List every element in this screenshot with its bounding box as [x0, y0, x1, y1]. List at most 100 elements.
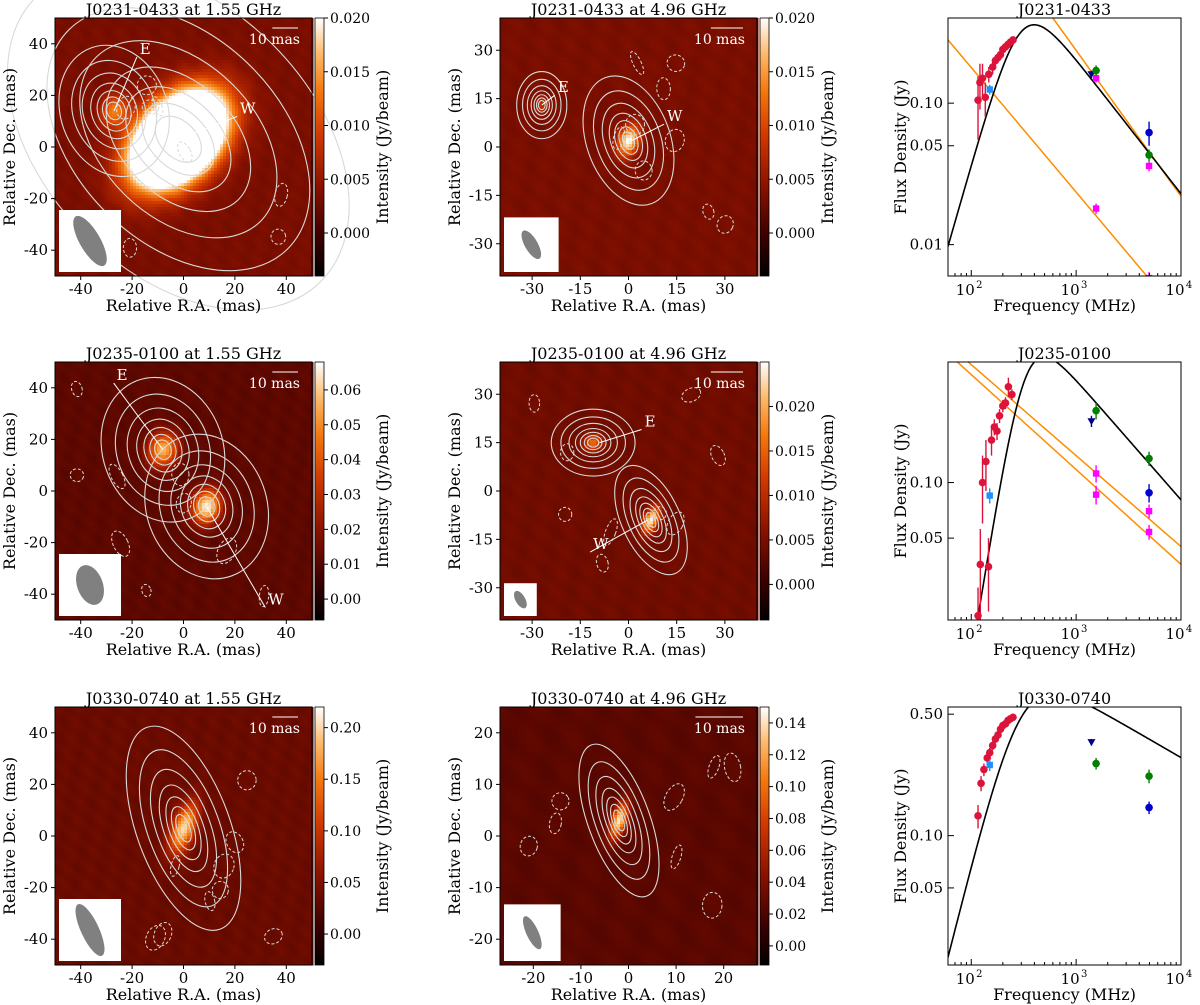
x-tick-label-exponent: 4 [1186, 624, 1192, 635]
spectrum-ylabel: Flux Density (Jy) [891, 423, 910, 558]
data-point [1145, 151, 1153, 159]
y-tick-label: 30 [474, 385, 493, 403]
colorbar [760, 18, 769, 276]
scale-bar-label: 10 mas [249, 376, 300, 392]
colorbar-tick-label: 0.02 [775, 907, 806, 923]
data-point [1092, 760, 1100, 768]
y-tick-label: -20 [24, 879, 48, 897]
colorbar-label: Intensity (Jy/beam) [818, 70, 837, 224]
data-point [988, 436, 996, 444]
y-tick-label: -30 [469, 235, 493, 253]
y-tick-label: -10 [469, 879, 493, 897]
y-tick-label: -15 [469, 186, 493, 204]
colorbar-label: Intensity (Jy/beam) [818, 759, 837, 913]
colorbar-tick-label: 0.00 [330, 592, 361, 608]
x-tick-label: 10 [1165, 625, 1184, 643]
y-tick-label: -40 [24, 585, 48, 603]
spectrum-title: J0231-0433 [1016, 0, 1111, 19]
colorbar-tick-label: 0.000 [775, 577, 815, 593]
colorbar-tick-label: 0.05 [330, 418, 361, 434]
annotation-label-E: E [645, 413, 656, 431]
model-curve [948, 357, 1181, 801]
data-point [1087, 739, 1095, 746]
scale-bar-label: 10 mas [694, 376, 745, 392]
y-tick-label: 0 [38, 138, 48, 156]
data-point [985, 70, 993, 78]
data-point [977, 561, 985, 569]
x-tick-label: -40 [69, 969, 93, 987]
data-point [1145, 455, 1153, 463]
x-tick-label: -30 [520, 624, 544, 642]
x-tick-label: 10 [1165, 281, 1184, 299]
colorbar-tick-label: 0.00 [330, 927, 361, 943]
map-xlabel: Relative R.A. (mas) [551, 296, 707, 315]
x-tick-label-exponent: 2 [976, 969, 982, 980]
intensity-image [500, 362, 759, 621]
x-tick-label: 10 [1165, 970, 1184, 988]
scale-bar-label: 10 mas [694, 32, 745, 48]
data-point [1005, 383, 1013, 391]
x-tick-label-exponent: 3 [1081, 280, 1087, 291]
spectrum-panel-2: 10 2 10 3 10 40.050.100.50J0330-0740Frequency… [891, 689, 1192, 1004]
colorbar-tick-label: 0.04 [775, 875, 806, 891]
data-point [1145, 804, 1153, 812]
annotation-label-E: E [558, 78, 569, 96]
map-xlabel: Relative R.A. (mas) [106, 296, 262, 315]
x-tick-label: -20 [521, 969, 545, 987]
x-tick-label: -40 [69, 624, 93, 642]
x-tick-label: 40 [277, 280, 296, 298]
colorbar-tick-label: 0.020 [775, 399, 815, 415]
colorbar-tick-label: 0.005 [330, 172, 370, 188]
map-ylabel: Relative Dec. (mas) [0, 68, 19, 226]
colorbar [315, 362, 324, 620]
y-tick-label: 15 [474, 90, 493, 108]
x-tick-label-exponent: 3 [1081, 624, 1087, 635]
y-tick-label: 20 [29, 430, 48, 448]
x-tick-label: 10 [956, 625, 975, 643]
spectrum-plot-area [948, 18, 1181, 285]
colorbar-label: Intensity (Jy/beam) [373, 414, 392, 568]
colorbar-label: Intensity (Jy/beam) [373, 70, 392, 224]
colorbar-tick-label: 0.015 [775, 444, 815, 460]
y-tick-label: 0.05 [910, 879, 943, 897]
map-title: J0330-0740 at 1.55 GHz [84, 689, 281, 708]
data-point [974, 96, 982, 104]
data-point [1145, 772, 1153, 780]
y-tick-label: 0.05 [910, 137, 943, 155]
data-point [974, 812, 982, 820]
colorbar-tick-label: 0.015 [775, 65, 815, 81]
y-tick-label: 40 [29, 379, 48, 397]
map-ylabel: Relative Dec. (mas) [445, 757, 464, 915]
map-title: J0330-0740 at 4.96 GHz [529, 689, 726, 708]
y-tick-label: 20 [29, 86, 48, 104]
data-point [1093, 491, 1099, 497]
spectrum-plot-area [948, 694, 1181, 958]
data-point [1008, 391, 1016, 399]
map-xlabel: Relative R.A. (mas) [106, 985, 262, 1004]
x-tick-label: 30 [715, 280, 734, 298]
spectrum-plot-area [948, 344, 1181, 800]
colorbar [315, 18, 324, 276]
data-point [1092, 67, 1100, 75]
model-curve [948, 694, 1181, 958]
y-tick-label: 0 [483, 827, 493, 845]
annotation-label-W: W [268, 591, 284, 609]
colorbar-tick-label: 0.015 [330, 65, 370, 81]
map-ylabel: Relative Dec. (mas) [445, 68, 464, 226]
map-xlabel: Relative R.A. (mas) [551, 985, 707, 1004]
y-tick-label: 10 [474, 775, 493, 793]
data-point [993, 427, 1001, 435]
colorbar-tick-label: 0.01 [330, 557, 361, 573]
colorbar-label: Intensity (Jy/beam) [373, 759, 392, 913]
colorbar-tick-label: 0.005 [775, 533, 815, 549]
y-tick-label: 40 [29, 724, 48, 742]
x-tick-label-exponent: 2 [976, 624, 982, 635]
spectrum-title: J0330-0740 [1016, 689, 1111, 708]
data-point [987, 86, 993, 92]
map-xlabel: Relative R.A. (mas) [106, 640, 262, 659]
map-title: J0231-0433 at 1.55 GHz [84, 0, 281, 19]
colorbar-tick-label: 0.020 [775, 11, 815, 27]
